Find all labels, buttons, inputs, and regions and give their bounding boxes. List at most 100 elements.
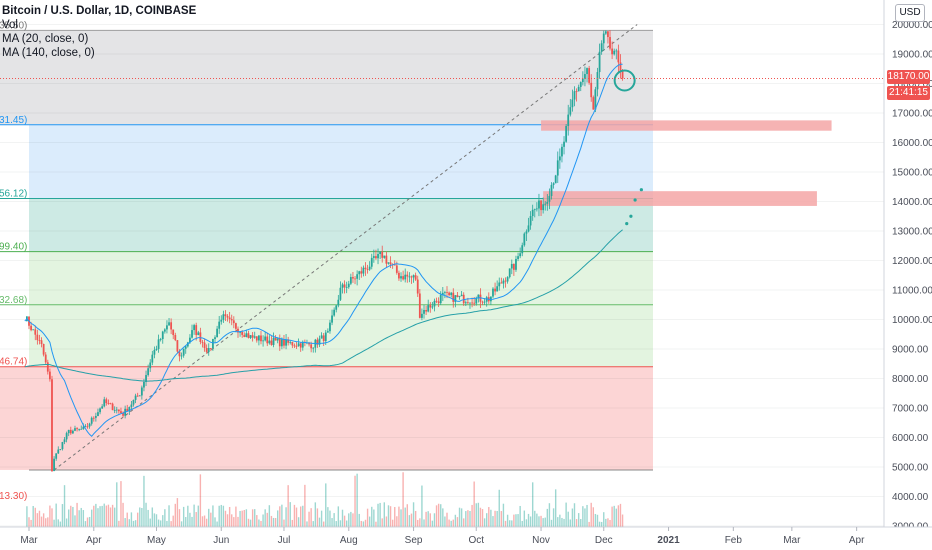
volume-bar [414, 510, 417, 528]
volume-bar [366, 508, 369, 528]
volume-bar [279, 506, 281, 528]
volume-bar [565, 502, 567, 528]
candle-body [360, 271, 363, 274]
volume-bar [141, 507, 143, 528]
volume-bar [91, 509, 93, 528]
volume-bar [383, 502, 385, 528]
candle-body [134, 395, 137, 400]
candle-body [467, 302, 469, 304]
volume-bar [220, 504, 222, 528]
volume-bar [243, 509, 245, 528]
volume-bar [88, 516, 91, 528]
candle-body [375, 256, 377, 259]
volume-bar [377, 503, 379, 528]
volume-bar [166, 520, 168, 528]
volume-bar [38, 510, 41, 528]
volume-bar [335, 521, 337, 528]
candle-body [563, 141, 565, 147]
candle-body [477, 294, 480, 298]
candle-body [508, 268, 511, 278]
candle-body [301, 341, 304, 348]
candle-body [613, 50, 616, 55]
volume-bar [86, 517, 89, 528]
volume-bar [341, 509, 344, 528]
candle-body [243, 334, 246, 337]
candle-body [230, 319, 233, 321]
candle-body [67, 429, 70, 434]
volume-bar [563, 518, 565, 528]
volume-bar [237, 516, 239, 528]
candle-body [132, 399, 135, 405]
candle-body [283, 339, 285, 346]
time-tick-label: Oct [468, 535, 484, 546]
volume-bar [546, 508, 549, 528]
volume-bar [571, 508, 574, 528]
volume-bar [352, 513, 354, 528]
candle-body [456, 295, 459, 298]
price-tick-label: 20000.00 [892, 20, 932, 31]
volume-bar [596, 514, 599, 528]
vol-legend[interactable]: Vol [2, 19, 18, 31]
volume-bar [157, 519, 160, 528]
volume-bar [293, 504, 296, 528]
candle-body [316, 339, 319, 345]
candle-body [379, 251, 382, 254]
volume-bar [70, 505, 72, 528]
candle-body [485, 297, 488, 302]
candle-body [59, 449, 62, 450]
currency-button[interactable]: USD [895, 4, 925, 22]
volume-bar [189, 512, 191, 528]
candle-body [258, 335, 260, 341]
volume-bars [26, 472, 624, 528]
candle-body [218, 321, 221, 329]
volume-bar [471, 504, 473, 528]
candle-body [473, 302, 476, 304]
candle-body [481, 301, 484, 303]
volume-bar [479, 507, 482, 528]
candle-body [464, 302, 467, 304]
volume-bar [429, 513, 431, 528]
volume-bar [281, 504, 283, 528]
volume-bar [475, 503, 477, 528]
volume-bar [575, 519, 578, 528]
candle-body [297, 343, 300, 347]
candle-body [34, 329, 37, 335]
candle-body [266, 336, 269, 344]
candle-body [145, 375, 147, 382]
volume-bar [364, 519, 367, 528]
candle-body [107, 403, 110, 404]
time-tick-label: 2021 [657, 535, 680, 546]
candle-body [575, 91, 578, 93]
volume-bar [187, 505, 189, 528]
volume-bar [76, 502, 78, 528]
time-tick-label: Jun [213, 535, 229, 546]
symbol-title[interactable]: Bitcoin / U.S. Dollar, 1D, COINBASE [2, 5, 197, 17]
ma20-legend[interactable]: MA (20, close, 0) [2, 33, 89, 45]
candle-body [36, 334, 39, 341]
fib-level-label: 35.50) [0, 20, 27, 31]
candle-body [377, 253, 379, 259]
candle-body [189, 337, 191, 343]
projection-dot-2 [629, 214, 633, 218]
candle-body [161, 331, 164, 340]
candle-body [184, 346, 187, 349]
volume-bar [210, 512, 212, 528]
candle-body [565, 125, 568, 142]
candle-body [293, 345, 296, 347]
ma140-legend[interactable]: MA (140, close, 0) [2, 47, 95, 59]
candle-body [381, 251, 384, 258]
candle-body [448, 292, 450, 296]
volume-bar [391, 519, 394, 528]
volume-bar [111, 504, 114, 528]
volume-bar [360, 520, 363, 528]
candle-body [251, 335, 254, 338]
volume-bar [561, 517, 563, 528]
volume-bar [329, 510, 331, 528]
volume-bar [368, 516, 371, 528]
volume-bar [170, 521, 172, 528]
volume-bar [101, 505, 103, 528]
volume-bar [218, 505, 220, 528]
candle-body [435, 300, 438, 302]
volume-bar [84, 521, 87, 528]
